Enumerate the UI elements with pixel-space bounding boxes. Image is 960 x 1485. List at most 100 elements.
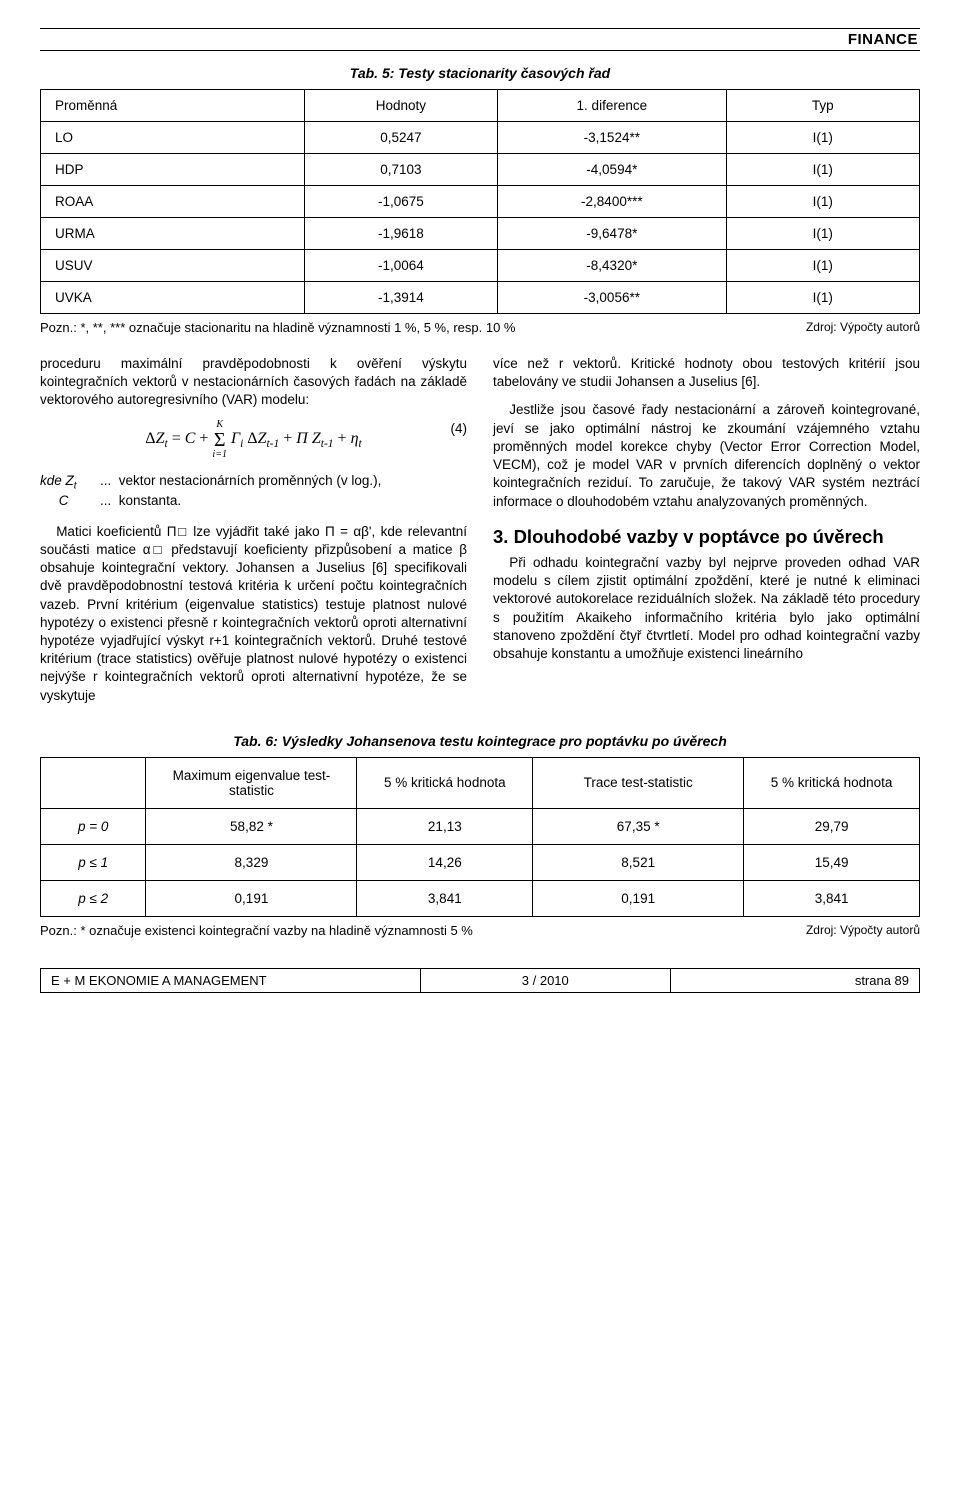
tab6-source: Zdroj: Výpočty autorů <box>806 923 920 937</box>
cell: 0,191 <box>533 880 744 916</box>
cell: 15,49 <box>744 844 920 880</box>
tab6-col-0 <box>41 757 146 808</box>
table-row: p ≤ 2 0,191 3,841 0,191 3,841 <box>41 880 920 916</box>
cell: 14,26 <box>357 844 533 880</box>
table-row: p = 0 58,82 * 21,13 67,35 * 29,79 <box>41 808 920 844</box>
page-footer: E + M EKONOMIE A MANAGEMENT 3 / 2010 str… <box>40 968 920 993</box>
kde-z-sub: t <box>74 480 77 491</box>
table-row: LO 0,5247 -3,1524** I(1) <box>41 122 920 154</box>
legend-row: C ... konstanta. <box>40 492 467 510</box>
cell: I(1) <box>726 122 919 154</box>
tab5-source: Zdroj: Výpočty autorů <box>806 320 920 334</box>
section-header: FINANCE <box>40 28 920 51</box>
cell: I(1) <box>726 154 919 186</box>
cell: -1,3914 <box>304 282 497 314</box>
section-heading: 3. Dlouhodobé vazby v poptávce po úvěrec… <box>493 525 920 548</box>
kde-prefix: kde <box>40 473 66 488</box>
cell: ROAA <box>41 186 305 218</box>
cell: HDP <box>41 154 305 186</box>
footer-journal: E + M EKONOMIE A MANAGEMENT <box>41 969 421 992</box>
cell: 8,329 <box>146 844 357 880</box>
paragraph: Při odhadu kointegrační vazby byl nejprv… <box>493 554 920 663</box>
tab6-note: Pozn.: * označuje existenci kointegrační… <box>40 923 473 938</box>
desc: vektor nestacionárních proměnných (v log… <box>119 473 382 488</box>
tab6-col-4: 5 % kritická hodnota <box>744 757 920 808</box>
cell: -3,1524** <box>498 122 727 154</box>
cell: I(1) <box>726 250 919 282</box>
equation-number: (4) <box>451 420 468 438</box>
dots: ... <box>100 493 111 508</box>
body-columns: proceduru maximální pravděpodobnosti k o… <box>40 355 920 715</box>
cell: p ≤ 1 <box>41 844 146 880</box>
tab6-header-row: Maximum eigenvalue test-statistic 5 % kr… <box>41 757 920 808</box>
tab5-note-row: Pozn.: *, **, *** označuje stacionaritu … <box>40 316 920 349</box>
cell: 58,82 * <box>146 808 357 844</box>
paragraph: Jestliže jsou časové řady nestacionární … <box>493 401 920 510</box>
cell: -8,4320* <box>498 250 727 282</box>
table-row: HDP 0,7103 -4,0594* I(1) <box>41 154 920 186</box>
legend-row: kde Zt ... vektor nestacionárních proměn… <box>40 472 467 493</box>
tab5-table: Proměnná Hodnoty 1. diference Typ LO 0,5… <box>40 89 920 314</box>
cell: -2,8400*** <box>498 186 727 218</box>
legend-symbol: C <box>40 492 100 510</box>
legend-symbol: kde Zt <box>40 472 100 493</box>
cell: 29,79 <box>744 808 920 844</box>
tab5-header-row: Proměnná Hodnoty 1. diference Typ <box>41 90 920 122</box>
page: FINANCE Tab. 5: Testy stacionarity časov… <box>0 0 960 1013</box>
cell: -1,0064 <box>304 250 497 282</box>
equation-4: ΔZt = C + K Σ i=1 Γi ΔZt-1 + Π Zt-1 + ηt… <box>40 420 467 460</box>
cell-text: p = 0 <box>78 819 108 834</box>
kde-z: Z <box>66 473 74 488</box>
tab6-col-1: Maximum eigenvalue test-statistic <box>146 757 357 808</box>
cell: I(1) <box>726 218 919 250</box>
cell: UVKA <box>41 282 305 314</box>
tab5-col-0: Proměnná <box>41 90 305 122</box>
tab5-col-2: 1. diference <box>498 90 727 122</box>
cell: LO <box>41 122 305 154</box>
tab5-col-1: Hodnoty <box>304 90 497 122</box>
cell: USUV <box>41 250 305 282</box>
desc: konstanta. <box>119 493 181 508</box>
left-column: proceduru maximální pravděpodobnosti k o… <box>40 355 467 715</box>
cell: 8,521 <box>533 844 744 880</box>
dots: ... <box>100 473 111 488</box>
cell: 0,5247 <box>304 122 497 154</box>
cell-text: p ≤ 1 <box>78 855 108 870</box>
cell: URMA <box>41 218 305 250</box>
cell: -4,0594* <box>498 154 727 186</box>
cell: 0,7103 <box>304 154 497 186</box>
cell: 3,841 <box>357 880 533 916</box>
cell: p = 0 <box>41 808 146 844</box>
paragraph: Matici koeficientů Π□ lze vyjádřit také … <box>40 523 467 705</box>
cell: -1,9618 <box>304 218 497 250</box>
legend-text: ... vektor nestacionárních proměnných (v… <box>100 472 381 493</box>
tab6-col-3: Trace test-statistic <box>533 757 744 808</box>
tab5-col-3: Typ <box>726 90 919 122</box>
table-row: USUV -1,0064 -8,4320* I(1) <box>41 250 920 282</box>
cell: -9,6478* <box>498 218 727 250</box>
table-row: URMA -1,9618 -9,6478* I(1) <box>41 218 920 250</box>
paragraph: proceduru maximální pravděpodobnosti k o… <box>40 355 467 410</box>
tab6-table: Maximum eigenvalue test-statistic 5 % kr… <box>40 757 920 917</box>
cell: p ≤ 2 <box>41 880 146 916</box>
kde-c: C <box>59 493 69 508</box>
cell: 21,13 <box>357 808 533 844</box>
sum-lower: i=1 <box>212 450 227 460</box>
cell: 3,841 <box>744 880 920 916</box>
legend-text: ... konstanta. <box>100 492 181 510</box>
legend-block: kde Zt ... vektor nestacionárních proměn… <box>40 472 467 511</box>
table-row: ROAA -1,0675 -2,8400*** I(1) <box>41 186 920 218</box>
footer-issue: 3 / 2010 <box>421 969 670 992</box>
tab6-col-2: 5 % kritická hodnota <box>357 757 533 808</box>
cell: 0,191 <box>146 880 357 916</box>
paragraph: více než r vektorů. Kritické hodnoty obo… <box>493 355 920 391</box>
section-label: FINANCE <box>40 31 920 48</box>
cell: -1,0675 <box>304 186 497 218</box>
footer-page: strana 89 <box>671 969 919 992</box>
table-row: p ≤ 1 8,329 14,26 8,521 15,49 <box>41 844 920 880</box>
cell: I(1) <box>726 186 919 218</box>
right-column: více než r vektorů. Kritické hodnoty obo… <box>493 355 920 715</box>
cell: I(1) <box>726 282 919 314</box>
cell-text: p ≤ 2 <box>78 891 108 906</box>
cell: -3,0056** <box>498 282 727 314</box>
